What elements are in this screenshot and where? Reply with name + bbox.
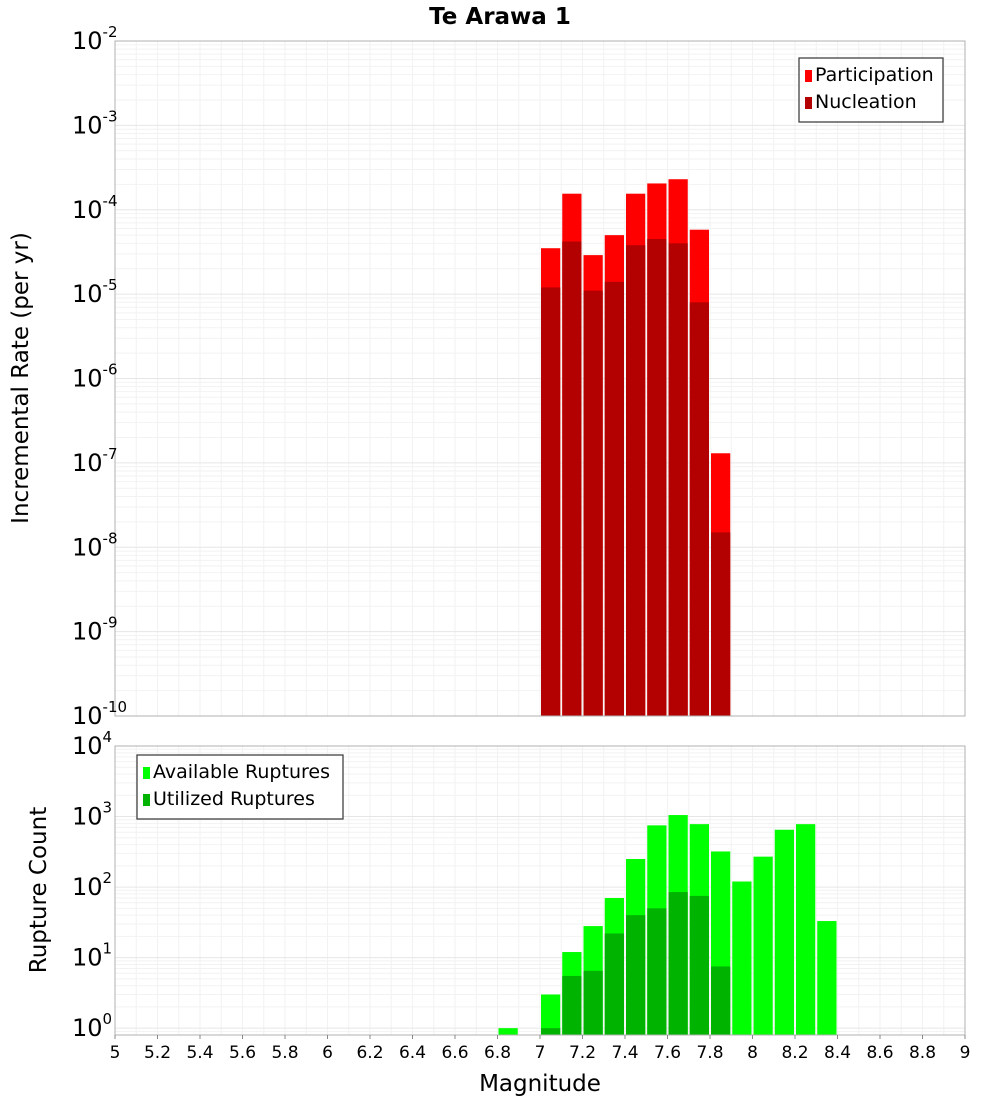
x-tick-label: 5.4 (186, 1043, 213, 1063)
y-tick-exponent: 4 (103, 728, 113, 746)
x-tick-label: 8.6 (866, 1043, 893, 1063)
bar-nucleation (541, 287, 561, 716)
y-tick-label: 10-6 (72, 361, 118, 393)
legend-swatch (805, 70, 812, 82)
legend-swatch (143, 767, 150, 779)
bar-utilized-ruptures (562, 975, 582, 1035)
y-tick-exponent: -6 (103, 361, 118, 379)
legend-swatch (143, 794, 150, 806)
bar-available-ruptures (774, 829, 794, 1035)
legend-swatch (805, 97, 812, 109)
plot-frame (114, 40, 966, 717)
x-tick-label: 6.2 (356, 1043, 383, 1063)
x-tick-label: 8.8 (909, 1043, 936, 1063)
y-tick-label: 10-9 (72, 614, 118, 646)
bar-utilized-ruptures (626, 915, 646, 1035)
chart-title: Te Arawa 1 (429, 4, 571, 30)
bar-available-ruptures (732, 881, 752, 1035)
y-tick-label: 102 (72, 869, 112, 901)
y-tick-exponent: -3 (103, 107, 118, 125)
bar-nucleation (562, 241, 582, 717)
x-tick-label: 5.2 (144, 1043, 171, 1063)
bar-nucleation (711, 532, 731, 716)
bar-utilized-ruptures (668, 892, 688, 1035)
bar-available-ruptures (796, 824, 816, 1035)
legend-box (136, 754, 344, 820)
bar-utilized-ruptures (583, 970, 603, 1035)
x-tick-label: 8.2 (781, 1043, 808, 1063)
y-tick-label: 10-2 (72, 23, 118, 55)
y-tick-label: 10-7 (72, 445, 118, 477)
bar-nucleation (626, 245, 646, 717)
y-tick-exponent: 1 (103, 940, 113, 958)
bar-nucleation (604, 281, 624, 716)
bar-nucleation (583, 290, 603, 716)
bottom-y-axis-title: Rupture Count (26, 807, 52, 973)
y-tick-label: 101 (72, 940, 112, 972)
bar-nucleation (647, 239, 667, 716)
y-tick-label: 10-8 (72, 529, 118, 561)
bar-available-ruptures (498, 1028, 518, 1035)
y-tick-exponent: 3 (103, 799, 113, 817)
bar-available-ruptures (541, 994, 561, 1035)
bar-utilized-ruptures (604, 933, 624, 1035)
x-axis-title: Magnitude (479, 1071, 601, 1097)
top-y-axis-title: Incremental Rate (per yr) (8, 232, 34, 524)
x-tick-label: 6 (322, 1043, 333, 1063)
x-tick-label: 8.4 (824, 1043, 851, 1063)
y-tick-label: 104 (72, 728, 112, 760)
y-tick-exponent: -4 (103, 192, 118, 210)
y-tick-label: 10-3 (72, 107, 118, 139)
legend-label: Available Ruptures (153, 761, 330, 783)
x-tick-label: 6.8 (484, 1043, 511, 1063)
y-tick-exponent: -9 (103, 614, 118, 632)
x-tick-label: 5.6 (229, 1043, 256, 1063)
y-tick-exponent: 0 (103, 1010, 113, 1028)
x-tick-label: 9 (960, 1043, 971, 1063)
bar-utilized-ruptures (647, 908, 667, 1035)
x-tick-label: 6.6 (441, 1043, 468, 1063)
y-tick-exponent: -8 (103, 529, 118, 547)
y-tick-label: 100 (72, 1010, 112, 1042)
legend-label: Utilized Ruptures (153, 788, 315, 810)
y-tick-label: 10-10 (72, 698, 127, 730)
bar-nucleation (668, 243, 688, 717)
x-tick-label: 5.8 (271, 1043, 298, 1063)
bar-utilized-ruptures (711, 966, 731, 1035)
x-tick-label: 8 (747, 1043, 758, 1063)
y-tick-exponent: 2 (103, 869, 113, 887)
bar-utilized-ruptures (541, 1028, 561, 1035)
y-tick-exponent: -5 (103, 276, 118, 294)
y-tick-label: 103 (72, 799, 112, 831)
x-tick-label: 7.6 (654, 1043, 681, 1063)
x-tick-label: 7.4 (611, 1043, 638, 1063)
y-tick-exponent: -10 (103, 698, 128, 716)
x-tick-label: 5 (110, 1043, 121, 1063)
x-tick-label: 7.2 (569, 1043, 596, 1063)
x-tick-label: 6.4 (399, 1043, 426, 1063)
x-tick-label: 7 (535, 1043, 546, 1063)
bar-nucleation (689, 302, 709, 716)
y-tick-label: 10-5 (72, 276, 118, 308)
y-tick-exponent: -7 (103, 445, 118, 463)
legend-label: Participation (815, 64, 934, 86)
bar-available-ruptures (817, 921, 837, 1035)
bar-available-ruptures (753, 856, 773, 1035)
x-tick-label: 7.8 (696, 1043, 723, 1063)
bar-utilized-ruptures (689, 895, 709, 1035)
y-tick-exponent: -2 (103, 23, 118, 41)
y-tick-label: 10-4 (72, 192, 118, 224)
legend-box (798, 57, 944, 123)
legend-label: Nucleation (815, 91, 917, 113)
rate-panel: 10-10 10-9 10-8 10-7 10-6 10-5 10-4 10-3 10-2 Par… (72, 23, 966, 730)
